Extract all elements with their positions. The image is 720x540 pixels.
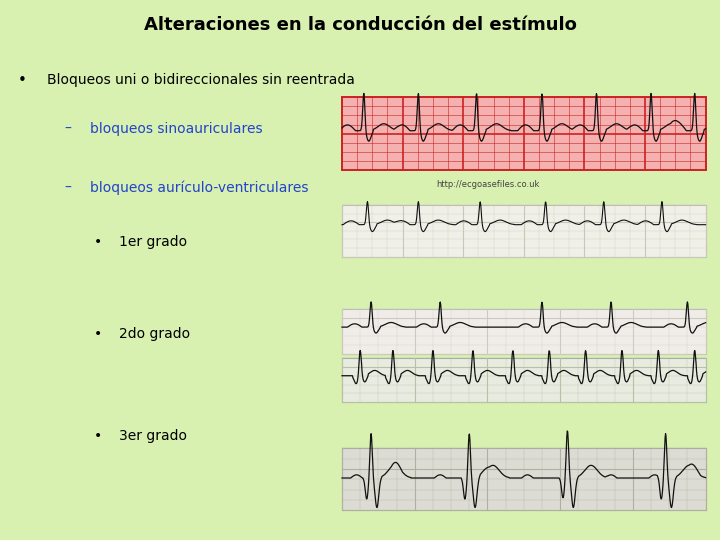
Text: bloqueos sinoauriculares: bloqueos sinoauriculares: [90, 122, 263, 136]
Text: •: •: [94, 327, 102, 341]
Text: Bloqueos uni o bidireccionales sin reentrada: Bloqueos uni o bidireccionales sin reent…: [47, 73, 355, 87]
FancyBboxPatch shape: [342, 358, 706, 402]
FancyBboxPatch shape: [342, 97, 706, 170]
Text: –: –: [65, 181, 72, 195]
Text: 2do grado: 2do grado: [119, 327, 190, 341]
Text: •: •: [18, 73, 27, 88]
Text: •: •: [94, 235, 102, 249]
Text: http://ecgoasefiles.co.uk: http://ecgoasefiles.co.uk: [436, 180, 539, 189]
FancyBboxPatch shape: [342, 448, 706, 510]
Text: Alteraciones en la conducción del estímulo: Alteraciones en la conducción del estímu…: [143, 16, 577, 34]
FancyBboxPatch shape: [342, 309, 706, 354]
Text: •: •: [94, 429, 102, 443]
Text: bloqueos aurículo-ventriculares: bloqueos aurículo-ventriculares: [90, 181, 308, 195]
Text: 1er grado: 1er grado: [119, 235, 187, 249]
Text: 3er grado: 3er grado: [119, 429, 186, 443]
FancyBboxPatch shape: [342, 205, 706, 256]
Text: –: –: [65, 122, 72, 136]
